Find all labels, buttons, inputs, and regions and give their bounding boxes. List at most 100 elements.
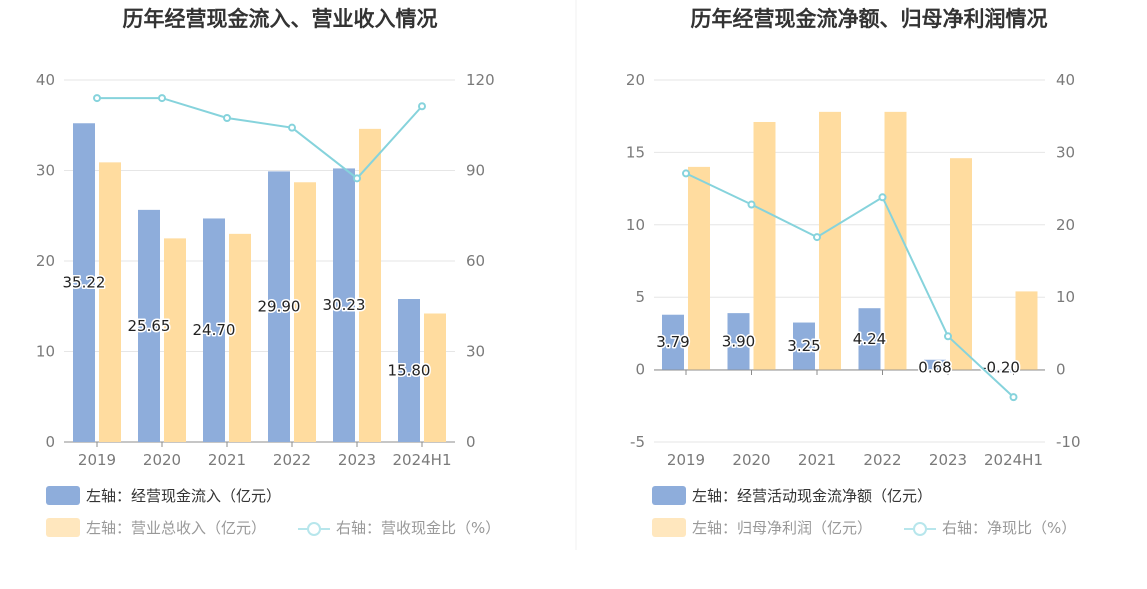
x-axis-tick-label: 2022 xyxy=(273,451,311,469)
left-axis-tick-label: 20 xyxy=(36,252,55,270)
line-point xyxy=(1009,393,1018,402)
bar-series-1 xyxy=(138,209,160,442)
bar-series-2 xyxy=(819,111,841,370)
x-axis-tick-label: 2023 xyxy=(338,451,376,469)
bar-series-2 xyxy=(164,238,186,442)
bar-data-label: 15.80 xyxy=(388,362,431,380)
bar-series-1 xyxy=(924,359,946,370)
line-point xyxy=(682,169,690,178)
legend-label: 左轴：营业总收入（亿元） xyxy=(86,519,266,537)
bar-series-1 xyxy=(727,313,750,370)
chart-title: 历年经营现金流入、营业收入情况 xyxy=(123,7,438,31)
line-point xyxy=(747,200,756,209)
left-axis-tick-label: 10 xyxy=(626,216,645,234)
legend-label: 左轴：归母净利润（亿元） xyxy=(692,519,872,537)
bar-series-1 xyxy=(858,308,881,370)
bar-data-label: 4.24 xyxy=(853,330,886,348)
bar-data-label: 3.79 xyxy=(656,333,689,351)
left-axis-tick-label: 40 xyxy=(36,71,55,89)
bar-series-1 xyxy=(989,369,1012,373)
bar-data-label: 30.23 xyxy=(323,296,366,314)
line-point xyxy=(353,174,361,183)
bar-series-2 xyxy=(950,158,972,370)
line-point xyxy=(813,233,821,242)
legend-label: 左轴：经营活动现金流净额（亿元） xyxy=(692,487,932,505)
line-point xyxy=(418,102,426,111)
line-point xyxy=(288,123,296,132)
left-axis-tick-label: 0 xyxy=(635,361,645,379)
x-axis-tick-label: 2021 xyxy=(208,451,246,469)
x-axis-tick-label: 2021 xyxy=(798,451,836,469)
bar-data-label: 25.65 xyxy=(128,317,171,335)
bar-data-label: 29.90 xyxy=(258,298,301,316)
x-axis-tick-label: 2020 xyxy=(732,451,770,469)
left-axis-tick-label: 15 xyxy=(626,143,645,161)
bar-series-2 xyxy=(229,233,251,442)
bar-data-label: -0.20 xyxy=(981,359,1020,377)
x-axis-tick-label: 2024H1 xyxy=(984,451,1043,469)
bar-series-2 xyxy=(1015,291,1038,370)
left-axis-tick-label: -5 xyxy=(630,433,645,451)
chart-title: 历年经营现金流净额、归母净利润情况 xyxy=(691,7,1048,31)
bar-series-2 xyxy=(294,182,316,442)
bar-series-1 xyxy=(203,218,225,442)
left-axis-tick-label: 5 xyxy=(635,288,645,306)
right-axis-tick-label: 90 xyxy=(466,162,485,180)
left-axis-tick-label: 10 xyxy=(36,343,55,361)
right-axis-tick-label: 0 xyxy=(1056,361,1066,379)
bar-series-2 xyxy=(884,111,907,370)
bar-series-2 xyxy=(424,313,446,442)
legend-swatch-series-1 xyxy=(652,486,686,505)
bar-series-1 xyxy=(398,299,420,442)
right-axis-tick-label: 20 xyxy=(1056,216,1075,234)
x-axis-tick-label: 2020 xyxy=(143,451,181,469)
x-axis-tick-label: 2019 xyxy=(667,451,705,469)
legend-swatch-series-1 xyxy=(46,486,80,505)
left-axis-tick-label: 30 xyxy=(36,162,55,180)
bar-series-2 xyxy=(753,121,776,370)
bar-series-1 xyxy=(793,322,815,370)
x-axis-tick-label: 2023 xyxy=(929,451,967,469)
bar-data-label: 35.22 xyxy=(63,274,106,292)
line-series xyxy=(97,97,423,180)
bar-series-1 xyxy=(333,168,355,442)
right-axis-tick-label: 30 xyxy=(1056,143,1075,161)
left-axis-tick-label: 20 xyxy=(626,71,645,89)
line-point xyxy=(93,94,101,103)
bar-series-1 xyxy=(662,314,684,370)
right-axis-tick-label: 0 xyxy=(466,433,476,451)
bar-data-label: 0.68 xyxy=(918,359,951,377)
legend-swatch-line-marker xyxy=(913,522,927,536)
legend-label: 左轴：经营现金流入（亿元） xyxy=(86,487,281,505)
legend-swatch-series-2 xyxy=(652,518,686,537)
legend-label: 右轴：营收现金比（%） xyxy=(336,519,500,537)
legend-label: 右轴：净现比（%） xyxy=(942,519,1076,537)
x-axis-tick-label: 2022 xyxy=(863,451,901,469)
line-point xyxy=(878,193,887,202)
bar-series-1 xyxy=(268,171,290,442)
right-axis-tick-label: 60 xyxy=(466,252,485,270)
x-axis-tick-label: 2019 xyxy=(78,451,116,469)
right-axis-tick-label: 120 xyxy=(466,71,495,89)
left-axis-tick-label: 0 xyxy=(45,433,55,451)
line-point xyxy=(944,332,952,341)
bar-series-1 xyxy=(73,123,95,442)
legend-swatch-line-marker xyxy=(307,522,321,536)
x-axis-tick-label: 2024H1 xyxy=(393,451,452,469)
bar-data-label: 3.90 xyxy=(722,332,755,350)
bar-series-2 xyxy=(688,166,710,370)
bar-series-2 xyxy=(99,162,121,443)
line-series xyxy=(685,172,1015,398)
right-axis-tick-label: -10 xyxy=(1056,433,1081,451)
bar-data-label: 24.70 xyxy=(193,321,236,339)
bar-series-2 xyxy=(359,128,381,442)
right-axis-tick-label: 40 xyxy=(1056,71,1075,89)
line-point xyxy=(223,114,231,123)
right-axis-tick-label: 10 xyxy=(1056,288,1075,306)
bar-data-label: 3.25 xyxy=(787,337,820,355)
legend-swatch-series-2 xyxy=(46,518,80,537)
line-point xyxy=(158,94,166,103)
right-axis-tick-label: 30 xyxy=(466,343,485,361)
